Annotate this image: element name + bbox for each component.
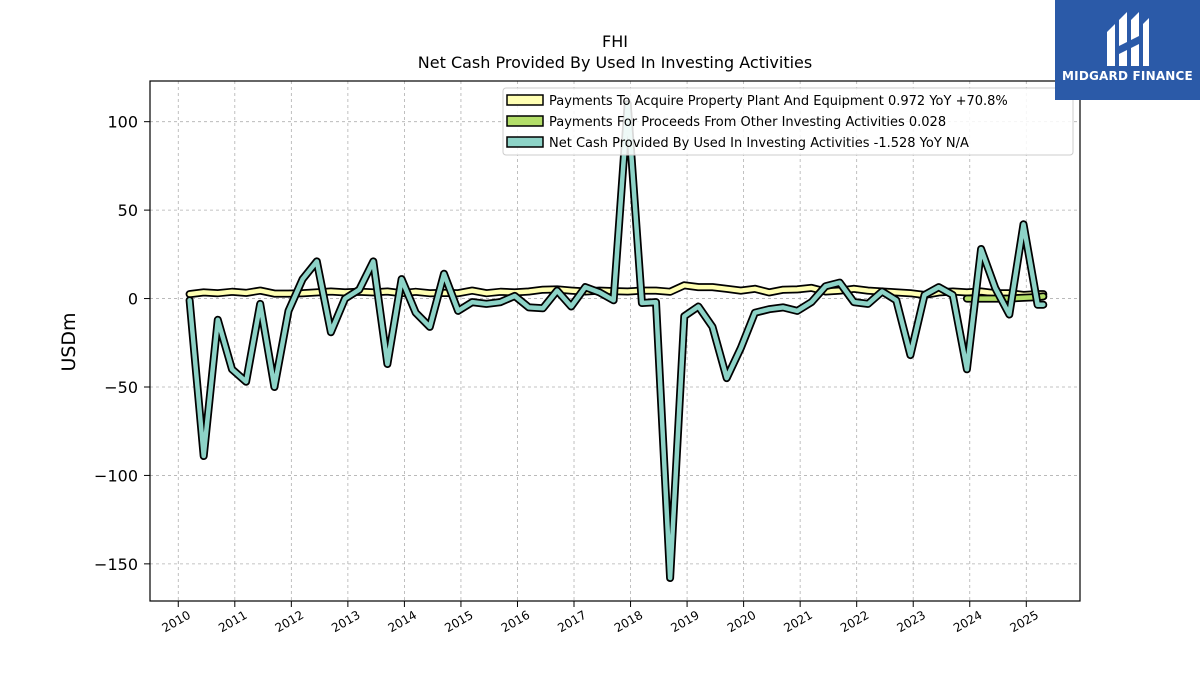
series-payments-to-acquire-property-plant-and-equipment xyxy=(185,281,1048,299)
legend-swatch xyxy=(506,115,544,127)
x-tick-label: 2021 xyxy=(781,608,814,635)
y-tick-label: 0 xyxy=(128,290,138,309)
x-tick-label: 2018 xyxy=(612,608,645,635)
x-tick-label: 2017 xyxy=(555,608,588,635)
x-tick-label: 2010 xyxy=(160,608,193,635)
legend: Payments To Acquire Property Plant And E… xyxy=(502,87,1074,156)
x-tick-label: 2014 xyxy=(386,608,419,635)
series-net-cash-provided-by-used-in-investing-activities xyxy=(185,100,1048,582)
y-axis-label: USDm xyxy=(58,312,80,371)
legend-box xyxy=(502,87,1074,156)
x-tick-label: 2013 xyxy=(329,608,362,635)
x-tick-label: 2022 xyxy=(838,608,871,635)
series-line xyxy=(187,283,1046,298)
y-tick-label: −50 xyxy=(104,378,138,397)
midgard-logo-icon xyxy=(1107,12,1149,66)
chart-subtitle: Net Cash Provided By Used In Investing A… xyxy=(418,53,812,72)
plot-frame xyxy=(149,80,1081,602)
y-tick-label: 50 xyxy=(118,201,138,220)
y-tick-label: 100 xyxy=(107,113,138,132)
chart-title: FHI xyxy=(602,32,628,51)
legend-entry: Payments To Acquire Property Plant And E… xyxy=(549,94,1008,109)
y-tick-label: −150 xyxy=(94,555,138,574)
series-layer xyxy=(185,100,1048,582)
y-tick-label: −100 xyxy=(94,466,138,485)
midgard-finance-logo: MIDGARD FINANCE xyxy=(1055,0,1200,100)
x-tick-label: 2016 xyxy=(499,608,532,635)
legend-swatch xyxy=(506,136,544,148)
logo-text: MIDGARD FINANCE xyxy=(1062,69,1193,83)
x-tick-label: 2012 xyxy=(273,608,306,635)
legend-entry: Payments For Proceeds From Other Investi… xyxy=(549,115,946,130)
x-tick-label: 2019 xyxy=(668,608,701,635)
legend-entry: Net Cash Provided By Used In Investing A… xyxy=(549,136,969,151)
legend-swatch xyxy=(506,94,544,106)
x-tick-label: 2015 xyxy=(442,608,475,635)
x-tick-label: 2011 xyxy=(216,608,249,635)
x-tick-label: 2023 xyxy=(894,608,927,635)
x-tick-label: 2020 xyxy=(725,608,758,635)
series-line xyxy=(187,101,1046,581)
x-tick-label: 2024 xyxy=(951,608,984,635)
x-tick-label: 2025 xyxy=(1008,608,1041,635)
grid xyxy=(150,81,1080,601)
